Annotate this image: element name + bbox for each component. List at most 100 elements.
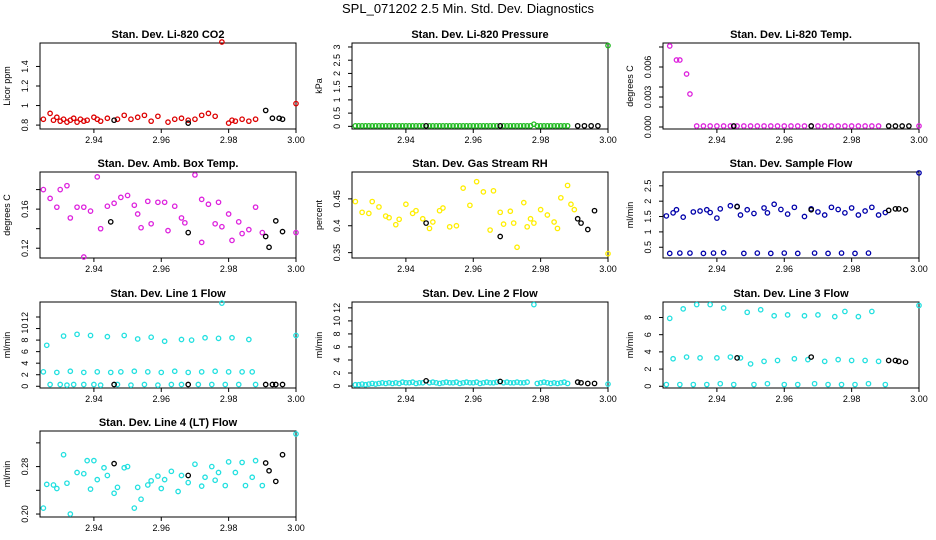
- data-point: [91, 457, 97, 464]
- data-point: [235, 218, 242, 225]
- data-point: [84, 457, 91, 464]
- data-point: [717, 380, 724, 387]
- data-point: [862, 357, 868, 364]
- data-point: [198, 368, 205, 375]
- data-point: [141, 381, 148, 388]
- data-point: [440, 122, 446, 129]
- data-point-highlight: [902, 359, 909, 366]
- chart-panel: Stan. Dev. Line 3 Flow ml/min 2.94 2.96 2.98…: [625, 288, 928, 404]
- data-point: [473, 178, 480, 185]
- data-point: [392, 221, 399, 228]
- data-point: [687, 91, 693, 97]
- data-point: [222, 482, 229, 489]
- data-point: [737, 355, 744, 361]
- data-point: [467, 202, 473, 209]
- data-point: [372, 122, 379, 129]
- data-point: [815, 312, 821, 318]
- data-point: [396, 216, 403, 223]
- data-point: [821, 358, 828, 365]
- x-tick-label: 2.94: [397, 264, 415, 274]
- data-point: [720, 123, 727, 129]
- data-point: [67, 511, 74, 517]
- data-point: [605, 250, 611, 257]
- data-point: [114, 484, 121, 491]
- data-point: [557, 194, 564, 201]
- data-point: [87, 208, 94, 214]
- data-point-highlight: [272, 218, 279, 224]
- data-point: [801, 312, 808, 319]
- data-point: [67, 368, 74, 375]
- data-point: [791, 355, 798, 362]
- chart-title: Stan. Dev. Li-820 Pressure: [411, 29, 548, 41]
- data-point: [751, 210, 757, 217]
- data-point: [185, 479, 192, 486]
- x-tick-label: 2.96: [152, 135, 170, 145]
- data-point: [74, 119, 80, 126]
- data-point: [828, 123, 835, 129]
- data-point: [605, 381, 611, 387]
- y-tick-label: 8: [20, 338, 30, 343]
- data-point: [673, 206, 680, 213]
- data-point-highlight: [262, 233, 269, 240]
- data-point: [666, 43, 673, 49]
- data-point-highlight: [423, 122, 429, 129]
- y-tick-label: 3: [332, 44, 342, 49]
- y-tick-label: 0.35: [332, 244, 342, 262]
- data-point: [293, 229, 299, 236]
- y-axis-label: ml/min: [2, 332, 12, 359]
- x-tick-label: 2.94: [708, 135, 726, 145]
- data-point: [710, 250, 717, 256]
- data-point-highlight: [279, 116, 286, 123]
- y-tick-label: 0.006: [643, 56, 653, 79]
- data-point: [774, 123, 781, 129]
- data-point-highlight: [279, 451, 286, 458]
- data-point: [868, 123, 875, 129]
- x-tick-label: 2.94: [85, 135, 103, 145]
- data-point: [544, 379, 551, 386]
- data-point: [382, 122, 389, 129]
- data-point-highlight: [895, 206, 902, 212]
- data-point-highlight: [581, 122, 588, 129]
- data-point: [791, 204, 798, 211]
- data-point: [409, 122, 416, 129]
- data-point: [252, 381, 259, 388]
- data-point: [74, 331, 80, 338]
- data-point: [507, 122, 514, 129]
- data-point: [561, 122, 568, 129]
- data-point: [524, 122, 531, 129]
- data-point: [527, 215, 534, 222]
- data-point: [493, 122, 500, 129]
- data-point: [882, 381, 889, 388]
- data-point: [359, 209, 365, 216]
- data-point: [828, 204, 835, 211]
- data-point: [144, 368, 151, 375]
- data-point-highlight: [591, 207, 598, 214]
- y-tick-label: 12: [332, 303, 342, 313]
- data-point: [544, 122, 551, 129]
- data-point: [229, 334, 235, 341]
- data-point: [794, 381, 801, 388]
- data-point: [70, 381, 77, 388]
- data-point: [181, 219, 188, 226]
- data-point: [440, 379, 446, 386]
- data-point: [64, 480, 70, 487]
- data-point: [148, 334, 155, 341]
- data-point-highlight: [497, 233, 504, 240]
- chart-title: Stan. Dev. Li-820 CO2: [112, 29, 225, 41]
- data-point: [376, 204, 382, 210]
- data-point: [419, 122, 426, 129]
- data-point: [389, 380, 396, 387]
- data-point: [53, 114, 60, 121]
- data-point: [436, 380, 443, 387]
- y-tick-label: 0.45: [332, 190, 342, 208]
- y-axis-label: kPa: [314, 78, 324, 94]
- data-point: [60, 333, 67, 339]
- data-point: [838, 250, 845, 256]
- data-point: [40, 186, 47, 193]
- y-tick-label: 1: [20, 103, 30, 108]
- data-point: [815, 209, 821, 215]
- data-point: [399, 122, 406, 129]
- x-tick-label: 2.98: [220, 394, 238, 404]
- data-point: [794, 123, 801, 129]
- data-point-highlight: [574, 379, 581, 385]
